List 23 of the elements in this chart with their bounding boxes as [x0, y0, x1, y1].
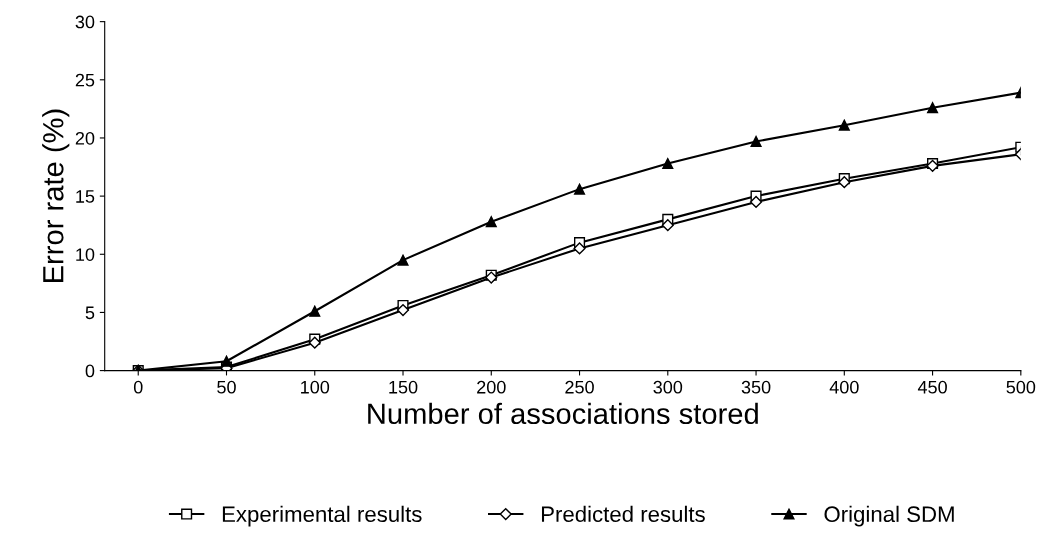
y-tick-label: 0 — [85, 364, 95, 378]
y-tick-label: 25 — [75, 73, 95, 87]
x-tick-label: 100 — [301, 380, 330, 394]
x-tick-label: 450 — [917, 380, 947, 394]
x-tick-label: 0 — [133, 380, 143, 394]
y-tick-label: 15 — [76, 190, 95, 203]
y-tick-label: 5 — [85, 306, 95, 320]
x-tick-label: 350 — [741, 380, 771, 394]
x-tick-label: 50 — [217, 380, 236, 394]
x-tick-label: 400 — [829, 380, 859, 394]
y-tick-label: 30 — [75, 15, 95, 29]
x-tick-label: 500 — [1006, 380, 1036, 394]
x-tick-label: 250 — [565, 380, 594, 394]
x-tick-label: 200 — [477, 380, 506, 394]
y-axis-title: Error rate (%) — [42, 109, 70, 283]
y-tick-label: 10 — [76, 248, 95, 261]
x-tick-label: 150 — [389, 380, 418, 394]
y-tick-label: 20 — [75, 131, 95, 145]
legend-label: Predicted results — [541, 505, 705, 523]
legend-label: Original SDM — [824, 505, 954, 527]
legend-label: Experimental results — [222, 505, 422, 527]
x-axis-title: Number of associations stored — [368, 402, 758, 425]
x-tick-label: 300 — [653, 380, 683, 394]
